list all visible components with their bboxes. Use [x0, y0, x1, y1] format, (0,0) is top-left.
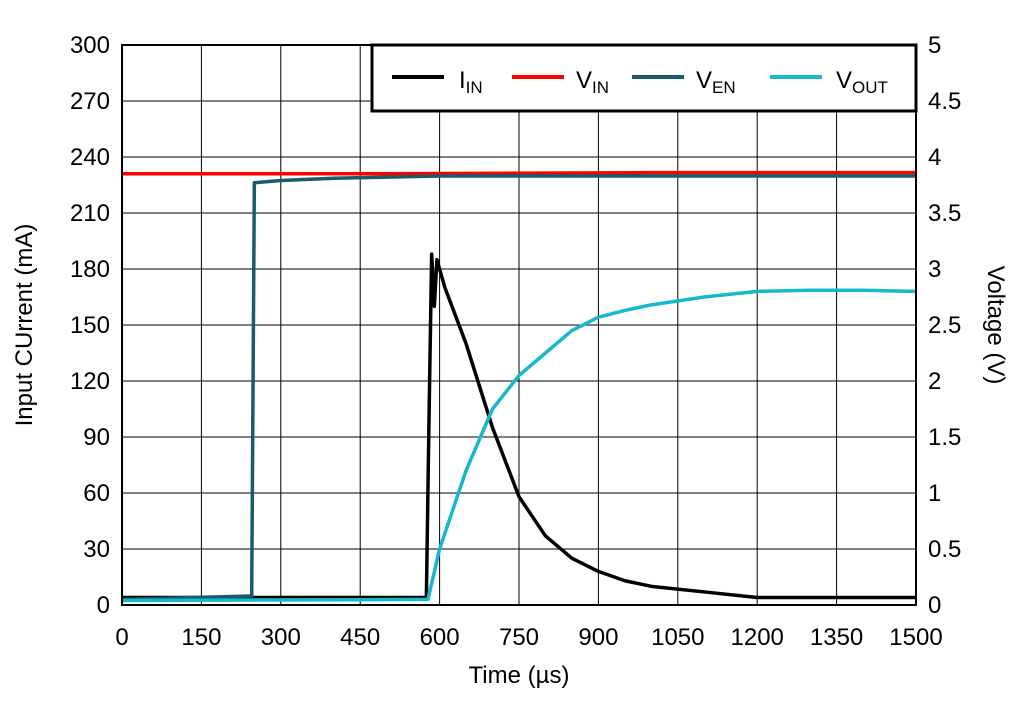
y2-tick-label: 1 — [928, 480, 941, 507]
x-tick-label: 1350 — [810, 624, 863, 651]
y-tick-label: 0 — [97, 592, 110, 619]
y-axis-label: Input CUrrent (mA) — [11, 224, 38, 427]
y2-tick-label: 0.5 — [928, 536, 961, 563]
y-tick-label: 180 — [70, 256, 110, 283]
y2-axis-label: Voltage (V) — [982, 266, 1009, 385]
y-tick-label: 240 — [70, 144, 110, 171]
y-tick-label: 60 — [83, 480, 110, 507]
x-tick-label: 450 — [340, 624, 380, 651]
series-lines — [121, 170, 917, 603]
y2-tick-label: 4.5 — [928, 88, 961, 115]
legend: IIN VIN VEN VOUT — [370, 43, 918, 113]
y2-tick-label: 4 — [928, 144, 941, 171]
x-tick-label: 1500 — [889, 624, 942, 651]
legend-label-vout: VOUT — [836, 67, 888, 97]
y2-tick-label: 2.5 — [928, 312, 961, 339]
x-tick-label: 900 — [578, 624, 618, 651]
series-line-vin — [122, 170, 916, 176]
y-tick-label: 300 — [70, 32, 110, 59]
legend-label-ven: VEN — [696, 67, 736, 97]
x-tick-label: 1200 — [731, 624, 784, 651]
y-tick-label: 210 — [70, 200, 110, 227]
x-tick-label: 300 — [261, 624, 301, 651]
legend-label-vin: VIN — [576, 67, 609, 97]
y-tick-label: 30 — [83, 536, 110, 563]
grid — [121, 44, 917, 606]
y-tick-label: 150 — [70, 312, 110, 339]
x-tick-label: 600 — [420, 624, 460, 651]
y2-tick-label: 5 — [928, 32, 941, 59]
series-line-iin — [122, 252, 916, 600]
y2-tick-label: 2 — [928, 368, 941, 395]
y-tick-label: 90 — [83, 424, 110, 451]
y-tick-label: 120 — [70, 368, 110, 395]
tick-labels: 0 150 300 450 600 750 900 1050 1200 1350 150003060… — [70, 32, 961, 651]
x-axis-label: Time (µs) — [469, 662, 570, 689]
legend-label-iin: IIN — [459, 67, 483, 97]
y2-tick-label: 1.5 — [928, 424, 961, 451]
y2-tick-label: 0 — [928, 592, 941, 619]
y-tick-label: 270 — [70, 88, 110, 115]
x-tick-label: 750 — [499, 624, 539, 651]
x-tick-label: 150 — [181, 624, 221, 651]
series-line-vout — [121, 288, 917, 603]
y2-tick-label: 3 — [928, 256, 941, 283]
x-tick-label: 0 — [115, 624, 128, 651]
y2-tick-label: 3.5 — [928, 200, 961, 227]
series-line-ven — [121, 174, 916, 602]
x-tick-label: 1050 — [651, 624, 704, 651]
